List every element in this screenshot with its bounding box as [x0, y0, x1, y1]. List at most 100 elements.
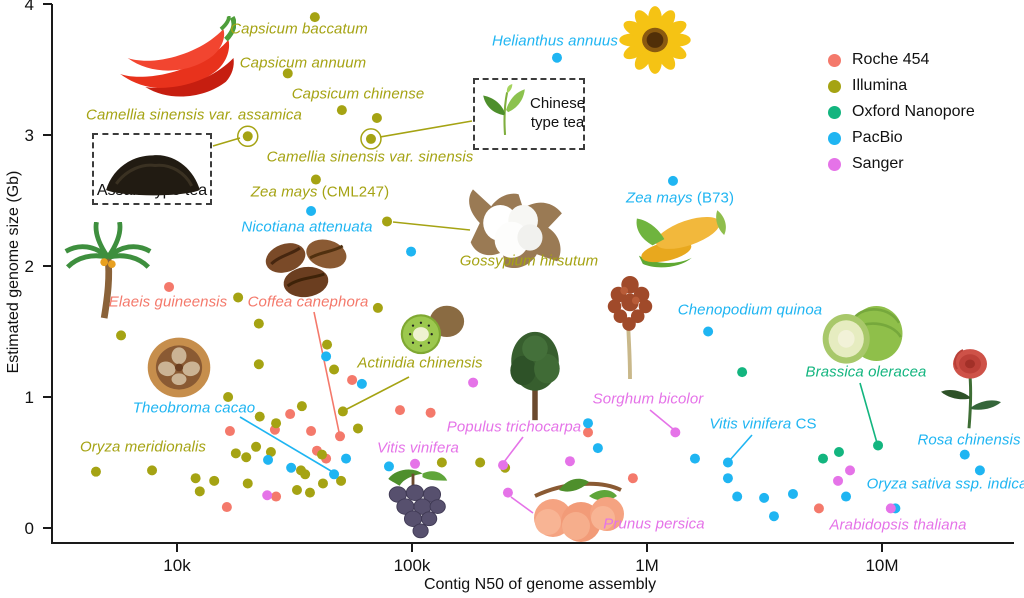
callout-line-8 [510, 496, 534, 514]
point-illumina [316, 449, 327, 460]
point-illumina [209, 475, 220, 486]
point-rosa-chinensis [959, 449, 970, 460]
point-oryza-sativa-ssp-indica [974, 465, 985, 476]
y-tick-label-2: 2 [25, 257, 34, 276]
legend: Roche 454 Illumina Oxford Nanopore PacBio Sa… [828, 51, 975, 182]
point-illumina [147, 465, 158, 476]
legend-label: Illumina [852, 77, 908, 94]
point-illumina [271, 418, 282, 429]
point-brassica-oleracea [873, 440, 884, 451]
point-illumina [291, 485, 302, 496]
point-illumina [372, 302, 383, 313]
point-illumina [329, 364, 340, 375]
legend-label: PacBio [852, 129, 903, 146]
point-illumina [253, 359, 264, 370]
legend-dot-illumina [828, 79, 841, 93]
point-illumina [190, 473, 201, 484]
point-camellia-sinensis-var-assamica [242, 131, 253, 142]
callout-line-1 [379, 120, 473, 138]
point-illumina [242, 478, 253, 489]
legend-item-pacbio: PacBio [828, 129, 975, 146]
point-pacbio [722, 473, 733, 484]
axis-frame [51, 4, 1014, 544]
legend-dot-nanopore [828, 105, 841, 119]
legend-label: Roche 454 [852, 51, 930, 68]
point-roche [271, 491, 282, 502]
point-illumina [253, 318, 264, 329]
point-illumina [322, 339, 333, 350]
legend-item-roche-454: Roche 454 [828, 51, 975, 68]
callout-line-2 [392, 221, 471, 231]
point-pacbio [768, 511, 779, 522]
point-roche [394, 405, 405, 416]
y-tick-label-0: 0 [25, 519, 34, 538]
legend-item-oxford-nanopore: Oxford Nanopore [828, 103, 975, 120]
point-pacbio [689, 453, 700, 464]
point-pacbio [341, 453, 352, 464]
legend-item-illumina: Illumina [828, 77, 975, 94]
point-illumina [241, 452, 252, 463]
point-roche [224, 426, 235, 437]
point-illumina [336, 475, 347, 486]
point-illumina [436, 457, 447, 468]
point-pacbio [321, 351, 332, 362]
x-tick-label-10M: 10M [865, 556, 898, 575]
y-tick-label-3: 3 [25, 126, 34, 145]
point-illumina [254, 411, 265, 422]
legend-label: Sanger [852, 155, 904, 172]
point-illumina [371, 112, 382, 123]
point-roche [425, 407, 436, 418]
point-pacbio [592, 443, 603, 454]
point-pacbio [583, 418, 594, 429]
x-tick-label-1M: 1M [635, 556, 659, 575]
point-illumina [304, 487, 315, 498]
point-zea-mays-cml247 [310, 174, 321, 185]
y-tick-label-4: 4 [25, 0, 34, 14]
point-illumina [317, 478, 328, 489]
ring-camellia-sinensis-var-assamica [236, 125, 259, 148]
callout-line-10 [859, 382, 878, 444]
callout-line-7 [503, 436, 524, 463]
point-roche [813, 503, 824, 514]
point-theobroma-cacao [329, 469, 340, 480]
x-tick-label-10k: 10k [163, 556, 191, 575]
point-zea-mays-b73 [667, 175, 678, 186]
legend-item-sanger: Sanger [828, 155, 975, 172]
callout-line-6 [729, 434, 753, 461]
point-elaeis-guineensis [164, 281, 175, 292]
point-nanopore [737, 367, 748, 378]
callout-line-9 [649, 409, 674, 430]
point-gossypium-hirsutum [382, 216, 393, 227]
point-pacbio [263, 454, 274, 465]
point-capsicum-chinense [336, 105, 347, 116]
point-pacbio [383, 461, 394, 472]
point-camellia-sinensis-var-sinensis [365, 133, 376, 144]
point-actinidia-chinensis [337, 406, 348, 417]
point-roche [221, 502, 232, 513]
point-pacbio [787, 488, 798, 499]
point-illumina [223, 392, 234, 402]
point-capsicum-annuum [282, 68, 293, 79]
point-sanger [468, 377, 479, 388]
callout-line-5 [239, 416, 332, 472]
point-roche [583, 427, 594, 438]
callout-line-4 [313, 311, 340, 433]
point-illumina [300, 469, 311, 480]
point-prunus-persica [502, 487, 513, 498]
callout-line-3 [346, 376, 410, 410]
legend-dot-sanger [828, 157, 841, 171]
ring-camellia-sinensis-var-sinensis [360, 128, 382, 150]
point-capsicum-baccatum [309, 12, 320, 23]
legend-label: Oxford Nanopore [852, 103, 975, 120]
point-pacbio [841, 491, 852, 502]
point-illumina [296, 401, 307, 412]
point-nanopore [833, 447, 844, 458]
point-oryza-meridionalis [90, 466, 101, 477]
point-illumina [265, 447, 276, 458]
x-tick-label-100k: 100k [394, 556, 431, 575]
point-helianthus-annuus [551, 52, 562, 63]
point-illumina [352, 423, 363, 434]
point-nicotiana-attenuata [306, 205, 317, 216]
point-chenopodium-quinoa [703, 326, 714, 337]
